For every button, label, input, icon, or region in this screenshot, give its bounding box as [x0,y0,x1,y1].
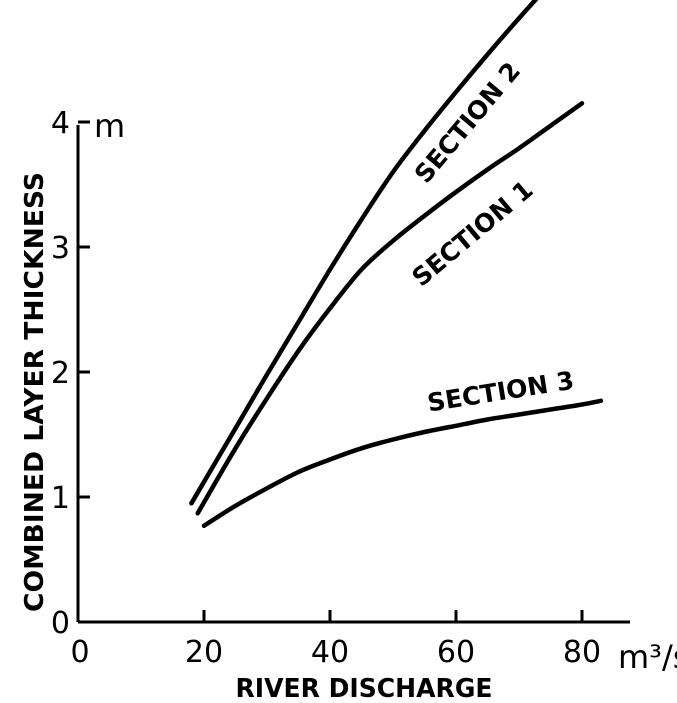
series-line-section-2 [189,0,539,506]
x-axis-title: RIVER DISCHARGE [236,674,493,703]
y-axis-title: COMBINED LAYER THICKNESS [20,172,50,612]
y-tick-label: 2 [51,356,70,391]
y-ticks: 0 1 2 3 4 [51,106,90,641]
y-tick-label: 1 [51,481,70,516]
x-unit-label: m³/s [618,638,677,676]
x-tick-label: 40 [311,635,349,670]
y-tick-label: 4 [51,106,70,141]
series-line-section-1 [195,101,585,516]
y-tick-label: 0 [51,606,70,641]
series-line-section-3 [201,398,604,529]
y-tick-label: 3 [51,231,70,266]
x-tick-label: 80 [563,635,601,670]
x-tick-label: 60 [437,635,475,670]
y-unit-label: m [94,107,125,145]
x-tick-label: 20 [185,635,223,670]
series-lines [189,0,604,529]
x-ticks: 0 20 40 60 80 [70,610,601,670]
x-tick-label: 0 [70,635,89,670]
series-label-section-1: SECTION 1 [407,175,539,292]
